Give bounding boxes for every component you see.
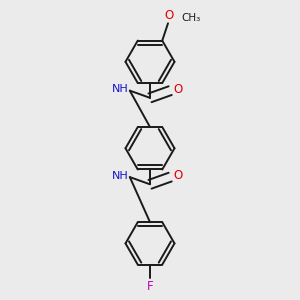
Text: O: O xyxy=(174,83,183,96)
Text: CH₃: CH₃ xyxy=(182,13,201,23)
Text: O: O xyxy=(174,169,183,182)
Text: NH: NH xyxy=(112,84,128,94)
Text: NH: NH xyxy=(112,171,128,181)
Text: O: O xyxy=(165,9,174,22)
Text: F: F xyxy=(147,280,153,293)
